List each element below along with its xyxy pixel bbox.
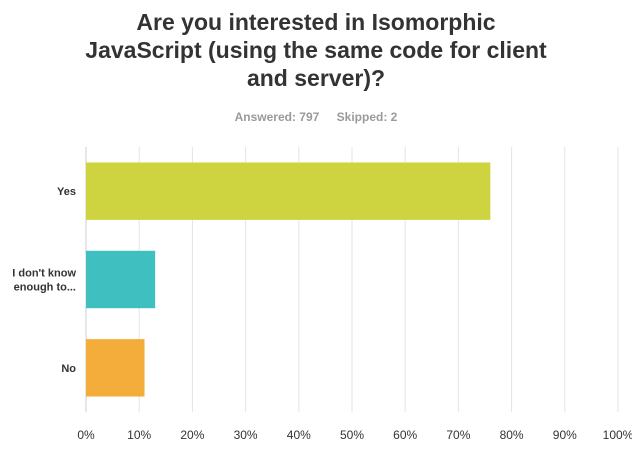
x-tick-label: 50% <box>340 428 364 442</box>
chart-title: Are you interested in Isomorphic JavaScr… <box>0 8 632 92</box>
x-tick-label: 80% <box>500 428 524 442</box>
x-tick-label: 0% <box>77 428 95 442</box>
chart-title-line: Are you interested in Isomorphic <box>136 9 496 35</box>
chart-title-line: and server)? <box>246 65 386 91</box>
category-label: Yes <box>57 186 76 198</box>
answered-count: Answered: 797 <box>234 110 320 124</box>
x-tick-label: 40% <box>287 428 311 442</box>
skipped-count: Skipped: 2 <box>336 110 398 124</box>
chart-title-line: JavaScript (using the same code for clie… <box>85 37 547 63</box>
x-tick-label: 30% <box>234 428 258 442</box>
x-tick-label: 10% <box>127 428 151 442</box>
x-tick-label: 100% <box>603 428 632 442</box>
bar <box>86 339 145 397</box>
category-label: I don't know enough to... <box>12 268 76 294</box>
bar <box>86 162 491 220</box>
x-tick-label: 90% <box>553 428 577 442</box>
category-label: No <box>61 363 76 375</box>
bar <box>86 250 156 309</box>
response-stats: Answered: 797 Skipped: 2 <box>0 110 632 124</box>
x-tick-label: 20% <box>180 428 204 442</box>
x-tick-label: 70% <box>446 428 470 442</box>
x-tick-label: 60% <box>393 428 417 442</box>
